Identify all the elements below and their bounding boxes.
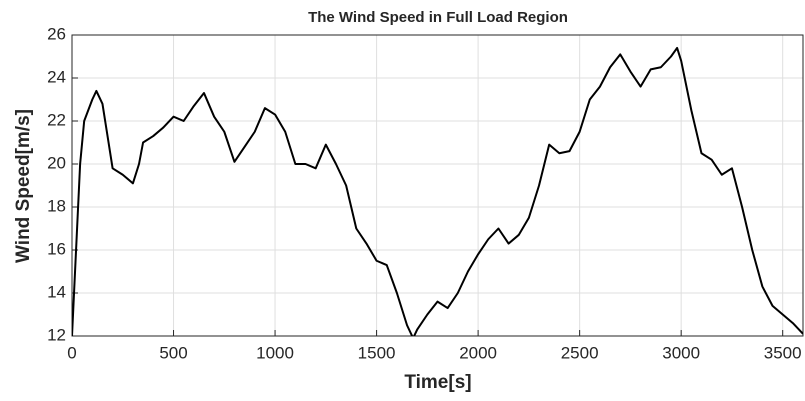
plot-area — [71, 34, 804, 337]
data-line — [72, 46, 803, 336]
plot-frame — [71, 34, 804, 337]
x-tick-label: 0 — [67, 343, 76, 362]
y-tick-label: 18 — [47, 196, 66, 215]
y-axis-label: Wind Speed[m/s] — [13, 109, 34, 263]
y-tick-label: 24 — [47, 67, 66, 86]
y-tick-label: 12 — [47, 325, 66, 344]
y-tick-label: 26 — [47, 24, 66, 43]
x-tick-label: 1500 — [358, 343, 396, 362]
x-tick-label: 1000 — [256, 343, 294, 362]
x-tick-label: 2500 — [561, 343, 599, 362]
x-tick-label: 2000 — [459, 343, 497, 362]
x-tick-label: 3000 — [662, 343, 700, 362]
x-tick-label: 3500 — [764, 343, 802, 362]
y-tick-label: 14 — [47, 282, 66, 301]
y-tick-label: 22 — [47, 110, 66, 129]
y-tick-label: 20 — [47, 153, 66, 172]
x-axis-label: Time[s] — [404, 372, 471, 393]
x-tick-label: 500 — [159, 343, 187, 362]
chart-title: The Wind Speed in Full Load Region — [308, 9, 568, 26]
y-tick-label: 16 — [47, 239, 66, 258]
